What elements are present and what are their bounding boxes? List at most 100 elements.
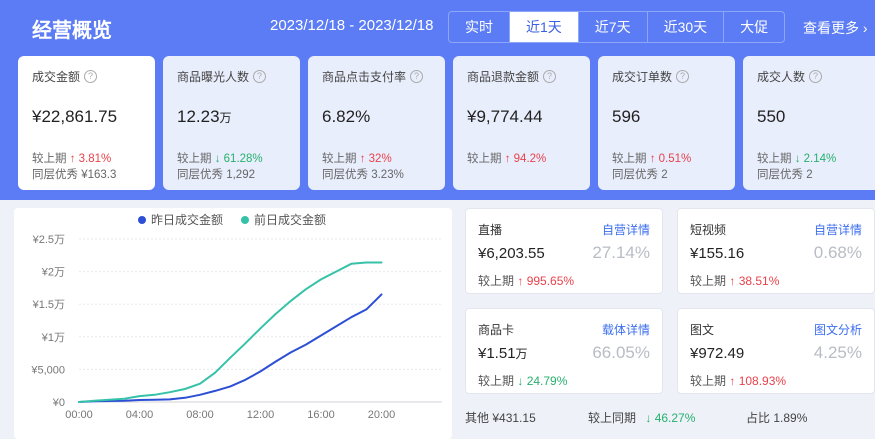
series-line-daybefore <box>78 261 383 403</box>
arrow-down-icon: ↓ <box>794 153 801 165</box>
other-label: 其他 <box>465 411 490 425</box>
change-value: 0.51% <box>658 153 692 165</box>
peer-label: 同层优秀 <box>32 169 78 181</box>
channel-detail-link[interactable]: 图文分析 <box>813 323 862 337</box>
channel-name: 图文 <box>690 323 715 337</box>
change-value: 38.51% <box>738 274 780 288</box>
tab-30day[interactable]: 近30天 <box>648 12 725 42</box>
metric-value: 550 <box>757 107 786 126</box>
metric-value: 12.23 <box>177 107 220 126</box>
help-icon[interactable]: ? <box>676 70 690 83</box>
peer-label: 同层优秀 <box>612 169 658 181</box>
metric-title: 商品退款金额 <box>467 70 540 84</box>
peer-label: 同层优秀 <box>322 169 368 181</box>
peer-value: 2 <box>661 169 668 181</box>
legend-item-daybefore[interactable]: 前日成交金额 <box>241 211 326 228</box>
metric-card-buyers[interactable]: 成交人数? 550 较上期 ↓ 2.14% 同层优秀 2 <box>743 56 875 190</box>
channel-value: ¥6,203.55 <box>478 245 545 262</box>
peer-value: 3.23% <box>371 169 404 181</box>
metric-value: 6.82% <box>322 107 371 126</box>
metric-title: 商品点击支付率 <box>322 70 407 84</box>
chart-plot: ¥0 ¥5,000 ¥1万 ¥1.5万 ¥2万 ¥2.5万 00:00 04:00 08:00 1… <box>30 234 442 421</box>
help-icon[interactable]: ? <box>543 70 557 83</box>
y-tick-label: ¥2万 <box>41 267 65 279</box>
arrow-up-icon: ↑ <box>649 153 656 165</box>
change-value: 32% <box>368 153 392 165</box>
metric-title: 成交金额 <box>32 70 81 84</box>
gmv-trend-chart: 昨日成交金额 前日成交金额 ¥0 ¥5,000 ¥1万 ¥1.5万 ¥2万 ¥2.5万 00… <box>14 208 452 439</box>
metric-card-refund[interactable]: 商品退款金额? ¥9,774.44 较上期 ↑ 94.2% <box>453 56 590 190</box>
tab-1day[interactable]: 近1天 <box>510 12 579 42</box>
help-icon[interactable]: ? <box>809 70 823 83</box>
channel-card-product-card: 商品卡 载体详情 ¥1.51万 66.05% 较上期 ↓ 24.79% <box>465 308 663 394</box>
page-title: 经营概览 <box>32 20 112 42</box>
tab-realtime[interactable]: 实时 <box>449 12 510 42</box>
arrow-down-icon: ↓ <box>517 374 524 388</box>
metric-card-click-pay-rate[interactable]: 商品点击支付率? 6.82% 较上期 ↑ 32% 同层优秀 3.23% <box>308 56 445 190</box>
legend-label: 前日成交金额 <box>254 213 327 227</box>
channel-value: ¥155.16 <box>690 245 745 262</box>
compare-label: 较上期 <box>478 374 515 388</box>
legend-item-yesterday[interactable]: 昨日成交金额 <box>138 211 223 228</box>
channel-detail-link[interactable]: 自营详情 <box>601 223 650 237</box>
metric-unit: 万 <box>219 111 232 125</box>
metric-card-orders[interactable]: 成交订单数? 596 较上期 ↑ 0.51% 同层优秀 2 <box>598 56 735 190</box>
change-value: 108.93% <box>738 374 787 388</box>
view-more-link[interactable]: 查看更多 › <box>803 20 868 36</box>
legend-dot-icon <box>241 215 250 224</box>
metric-cards: 成交金额? ¥22,861.75 较上期 ↑ 3.81% 同层优秀 ¥163.3… <box>18 56 875 190</box>
y-tick-label: ¥1.5万 <box>32 299 65 311</box>
compare-label: 较上期 <box>177 153 212 165</box>
y-tick-label: ¥1万 <box>41 332 65 344</box>
help-icon[interactable]: ? <box>253 70 267 83</box>
y-tick-label: ¥2.5万 <box>32 234 65 246</box>
channel-detail-link[interactable]: 自营详情 <box>813 223 862 237</box>
date-range[interactable]: 2023/12/18 - 2023/12/18 <box>270 17 434 34</box>
channel-name: 直播 <box>478 223 503 237</box>
compare-label: 较上期 <box>32 153 67 165</box>
help-icon[interactable]: ? <box>410 70 424 83</box>
peer-label: 同层优秀 <box>177 169 223 181</box>
tab-7day[interactable]: 近7天 <box>579 12 648 42</box>
other-channel-compare: 较上同期 ↓ 46.27% <box>588 409 695 426</box>
metric-title: 成交订单数 <box>612 70 673 84</box>
other-channel-share: 占比 1.89% <box>746 409 807 426</box>
arrow-down-icon: ↓ <box>645 411 652 425</box>
peer-value: 1,292 <box>226 169 255 181</box>
other-channel-summary: 其他 ¥431.15 <box>465 409 536 426</box>
channel-share: 4.25% <box>813 343 862 362</box>
legend-dot-icon <box>138 215 146 224</box>
change-value: 24.79% <box>526 374 568 388</box>
channel-detail-link[interactable]: 载体详情 <box>601 323 650 337</box>
arrow-up-icon: ↑ <box>517 274 524 288</box>
x-tick-label: 04:00 <box>126 409 154 421</box>
metric-card-exposure[interactable]: 商品曝光人数? 12.23万 较上期 ↓ 61.28% 同层优秀 1,292 <box>163 56 300 190</box>
arrow-up-icon: ↑ <box>504 153 511 165</box>
help-icon[interactable]: ? <box>84 70 98 83</box>
tab-promotion[interactable]: 大促 <box>740 19 769 35</box>
change-value: 94.2% <box>513 153 547 165</box>
metric-title: 成交人数 <box>757 70 806 84</box>
share-value: 1.89% <box>773 411 808 425</box>
metric-card-gmv[interactable]: 成交金额? ¥22,861.75 较上期 ↑ 3.81% 同层优秀 ¥163.3 <box>18 56 155 190</box>
channel-share: 66.05% <box>592 343 650 362</box>
compare-label: 较上期 <box>757 153 792 165</box>
peer-value: 2 <box>806 169 813 181</box>
channel-name: 商品卡 <box>478 323 515 337</box>
arrow-up-icon: ↑ <box>729 374 736 388</box>
series-line-yesterday <box>78 293 383 403</box>
channel-card-live: 直播 自营详情 ¥6,203.55 27.14% 较上期 ↑ 995.65% <box>465 208 663 294</box>
change-value: 46.27% <box>654 411 696 425</box>
channel-name: 短视频 <box>690 223 727 237</box>
compare-label: 较上期 <box>322 153 357 165</box>
peer-label: 同层优秀 <box>757 169 803 181</box>
share-label: 占比 <box>746 411 771 425</box>
change-value: 61.28% <box>223 153 263 165</box>
channel-card-short-video: 短视频 自营详情 ¥155.16 0.68% 较上期 ↑ 38.51% <box>677 208 875 294</box>
y-tick-label: ¥0 <box>52 397 65 409</box>
channel-share: 27.14% <box>592 243 650 262</box>
arrow-up-icon: ↑ <box>69 153 76 165</box>
channel-share: 0.68% <box>813 243 862 262</box>
compare-label: 较上期 <box>690 374 727 388</box>
compare-label: 较上期 <box>478 274 515 288</box>
